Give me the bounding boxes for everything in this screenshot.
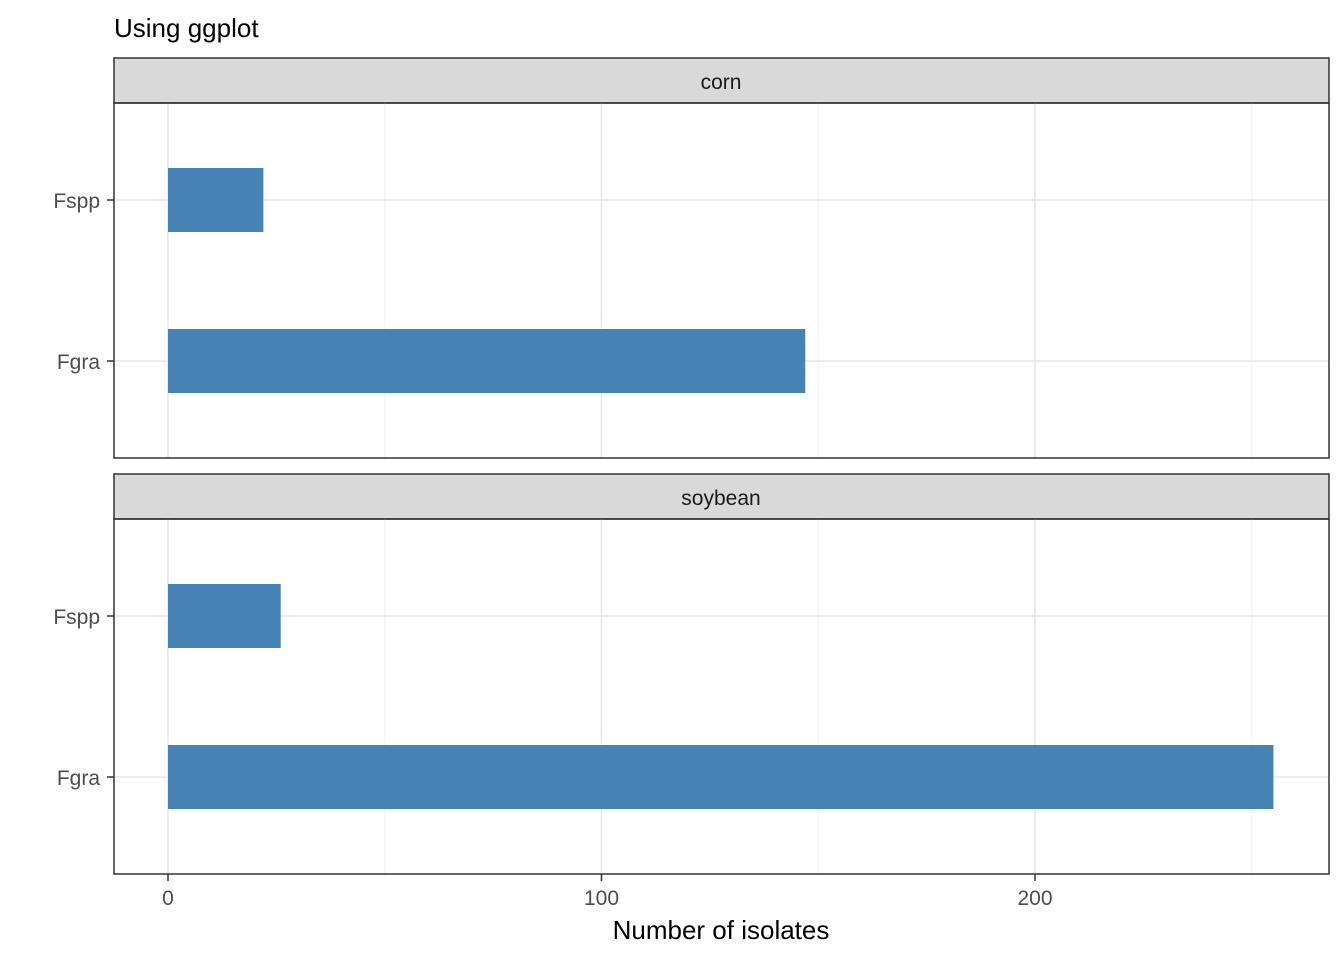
x-axis-title: Number of isolates [613,915,830,945]
x-tick-label: 100 [584,887,619,910]
grid-lines [114,103,1329,458]
facet-strip-label: soybean [681,487,760,510]
panel-border [113,518,1330,875]
bar-corn-fgra [168,329,806,393]
x-axis: 0 100 200 [162,874,1053,910]
bar-soybean-fgra [168,745,1274,809]
facet-strip-label: corn [701,71,742,94]
panel-border [113,102,1330,459]
y-axis: Fspp Fgra [53,190,114,374]
bar-soybean-fspp [168,584,281,648]
bars [168,168,806,393]
grid-lines [114,519,1329,874]
facet-panel-corn: corn Fspp Fgra [53,57,1330,459]
y-axis: Fspp Fgra [53,606,114,790]
y-tick-label: Fgra [57,767,101,790]
chart-title: Using ggplot [114,13,259,43]
facet-strip [113,473,1330,520]
bar-corn-fspp [168,168,264,232]
facet-panel-soybean: soybean Fspp Fgra [53,473,1330,875]
y-tick-label: Fspp [53,190,100,213]
y-tick-label: Fspp [53,606,100,629]
x-tick-label: 0 [162,887,174,910]
x-tick-label: 200 [1017,887,1052,910]
bars [168,584,1274,809]
facet-strip [113,57,1330,104]
y-tick-label: Fgra [57,351,101,374]
